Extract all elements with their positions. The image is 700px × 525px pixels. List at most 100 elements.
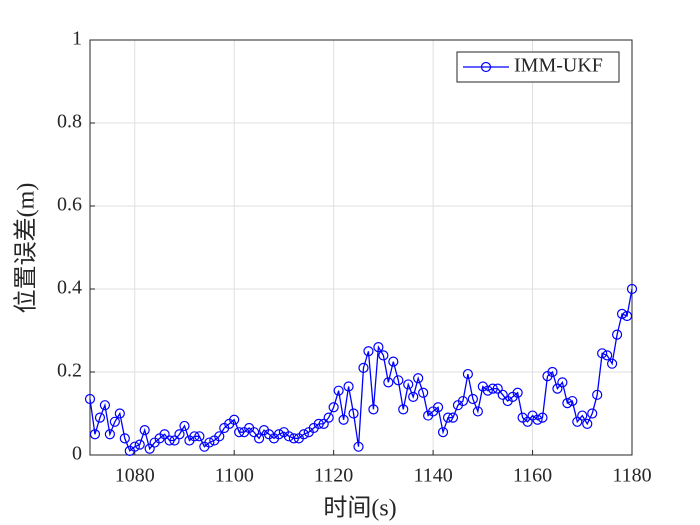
data-point xyxy=(577,410,588,421)
data-point xyxy=(368,404,379,415)
data-point xyxy=(358,362,369,373)
data-point xyxy=(457,395,469,407)
data-point xyxy=(313,418,324,429)
data-point xyxy=(522,416,533,427)
y-axis-label: 位置误差(m) xyxy=(13,183,40,314)
data-point xyxy=(592,389,603,400)
data-point xyxy=(189,431,200,442)
data-point xyxy=(562,398,573,409)
data-point xyxy=(512,387,523,398)
data-point xyxy=(323,412,334,423)
y-tick-label: 0 xyxy=(72,443,82,465)
y-tick-label: 0.2 xyxy=(57,360,82,382)
data-point xyxy=(482,385,493,396)
data-point xyxy=(378,350,389,361)
data-point xyxy=(89,429,101,440)
data-point xyxy=(467,393,478,405)
data-point xyxy=(338,414,349,425)
data-point xyxy=(383,377,394,388)
data-point xyxy=(94,412,106,423)
data-point xyxy=(398,404,409,415)
data-point xyxy=(442,412,454,423)
data-point xyxy=(129,441,140,452)
data-point xyxy=(532,414,543,425)
data-point xyxy=(418,387,429,398)
data-point xyxy=(119,433,130,444)
data-point xyxy=(408,391,419,402)
data-point xyxy=(234,427,245,438)
x-tick-label: 1160 xyxy=(513,465,552,487)
data-point xyxy=(114,408,125,419)
x-axis-label: 时间(s) xyxy=(323,495,396,522)
y-tick-label: 0.8 xyxy=(57,111,82,133)
data-point xyxy=(333,385,344,396)
legend-label: IMM-UKF xyxy=(514,55,603,77)
data-point xyxy=(462,368,474,380)
data-point xyxy=(159,429,170,440)
data-point xyxy=(492,383,503,394)
x-tick-label: 1140 xyxy=(413,465,452,487)
y-tick-label: 0.6 xyxy=(57,194,82,216)
data-point xyxy=(611,329,623,340)
x-tick-label: 1180 xyxy=(612,465,651,487)
data-point xyxy=(537,412,548,423)
data-point xyxy=(318,418,329,429)
data-point xyxy=(607,358,618,369)
data-point xyxy=(343,381,354,392)
data-point xyxy=(298,429,309,440)
data-point xyxy=(109,416,120,427)
x-tick-label: 1100 xyxy=(215,465,254,487)
data-point xyxy=(84,393,96,405)
data-point xyxy=(582,418,593,429)
data-point xyxy=(134,439,145,450)
data-point xyxy=(616,308,628,319)
data-point xyxy=(144,443,155,454)
data-point xyxy=(621,310,633,322)
data-point xyxy=(348,408,359,419)
legend-marker xyxy=(480,61,492,73)
data-point xyxy=(497,389,508,400)
plot-frame xyxy=(89,39,633,456)
data-point xyxy=(253,433,265,444)
data-point xyxy=(447,412,459,423)
data-point xyxy=(388,356,399,367)
data-point xyxy=(248,427,260,438)
data-point xyxy=(194,431,205,442)
data-point xyxy=(353,441,364,452)
y-tick-label: 1 xyxy=(72,28,82,50)
plot-area xyxy=(90,40,632,455)
data-point xyxy=(597,348,608,359)
data-point xyxy=(283,431,294,442)
x-tick-label: 1080 xyxy=(115,465,155,487)
data-point xyxy=(204,437,215,448)
data-point xyxy=(393,375,404,386)
data-point xyxy=(557,377,568,388)
data-point xyxy=(567,395,578,407)
data-point xyxy=(169,435,180,446)
data-point xyxy=(587,408,598,419)
data-point xyxy=(179,420,190,432)
data-point xyxy=(214,431,225,442)
data-point xyxy=(626,283,638,295)
y-tick-label: 0.4 xyxy=(57,277,82,299)
legend: IMM-UKF xyxy=(456,51,620,83)
data-point xyxy=(572,416,583,427)
data-point xyxy=(552,383,563,394)
data-point xyxy=(487,383,498,394)
data-point xyxy=(437,427,449,438)
x-tick-label: 1120 xyxy=(314,465,353,487)
data-point xyxy=(328,402,339,413)
data-point xyxy=(164,435,175,446)
data-point xyxy=(363,346,374,357)
data-point xyxy=(229,414,240,425)
data-point xyxy=(273,429,285,440)
data-point xyxy=(472,406,483,417)
data-point xyxy=(104,429,115,440)
data-point xyxy=(403,379,414,390)
data-point xyxy=(413,373,424,384)
data-point xyxy=(99,400,111,411)
data-point xyxy=(288,433,299,444)
data-point xyxy=(547,366,558,378)
data-point xyxy=(373,342,384,353)
